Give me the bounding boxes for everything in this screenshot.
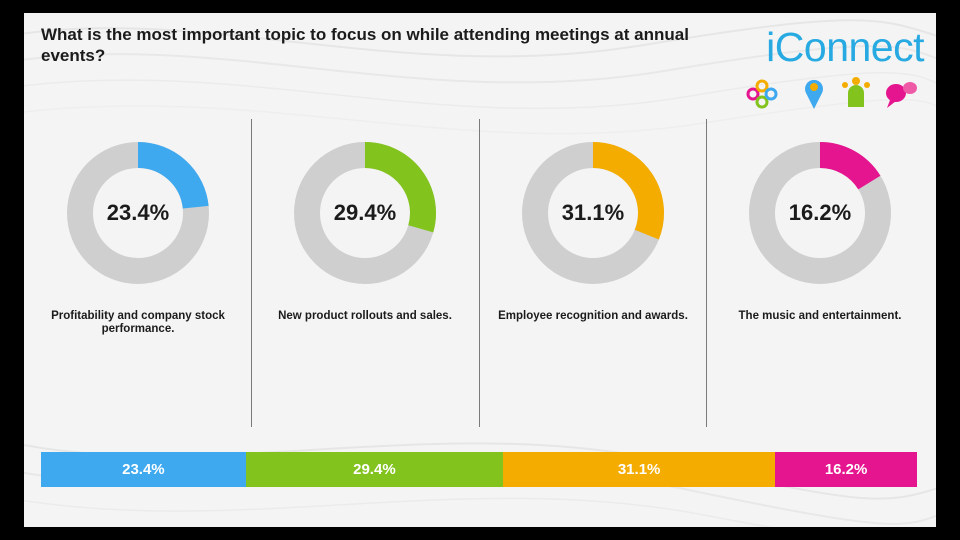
location-pin-icon	[805, 79, 823, 109]
network-icon	[746, 79, 778, 109]
donut-segment-music	[819, 142, 881, 190]
column-divider	[479, 119, 480, 427]
bar-segment-label: 16.2%	[824, 461, 868, 478]
people-icon	[842, 77, 870, 107]
category-label: Profitability and company stock performa…	[51, 310, 225, 335]
chat-bubbles-icon	[886, 82, 917, 108]
donut-segment-employee	[592, 142, 664, 240]
donut-value-label: 16.2%	[788, 200, 852, 225]
bar-segment-label: 29.4%	[353, 461, 396, 478]
donut-value-label: 23.4%	[106, 200, 170, 225]
logo-text: iConnect	[766, 24, 924, 70]
bar-segment-new-product: 29.4%	[245, 452, 504, 487]
slide-title: What is the most important topic to focu…	[41, 25, 689, 65]
logo-icons	[746, 77, 917, 109]
donut-new-product	[294, 142, 436, 284]
column-divider	[251, 119, 252, 427]
stacked-percentage-bar: 23.4% 29.4% 31.1% 16.2%	[41, 452, 917, 487]
category-label: New product rollouts and sales.	[278, 310, 452, 322]
slide: What is the most important topic to focu…	[24, 13, 936, 527]
bar-segment-music: 16.2%	[775, 452, 917, 487]
bar-segment-label: 23.4%	[122, 461, 165, 478]
donut-value-label: 29.4%	[333, 200, 397, 225]
bar-segment-profitability: 23.4%	[41, 452, 246, 487]
bar-segment-label: 31.1%	[617, 461, 661, 478]
donut-value-label: 31.1%	[561, 200, 625, 225]
donut-employee	[522, 142, 664, 284]
column-divider	[706, 119, 707, 427]
bar-segment-employee: 31.1%	[503, 452, 776, 487]
donut-profitability	[67, 142, 209, 284]
donut-segment-new-product	[364, 142, 436, 233]
donut-segment-profitability	[137, 142, 209, 210]
category-label: The music and entertainment.	[738, 310, 902, 322]
iconnect-logo: iConnect	[738, 24, 925, 117]
donut-music	[749, 142, 891, 284]
category-label: Employee recognition and awards.	[498, 310, 688, 322]
